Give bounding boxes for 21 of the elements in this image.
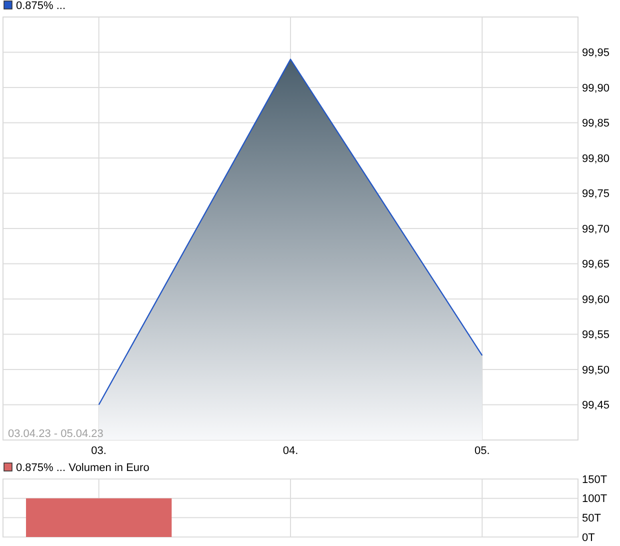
y-tick-label: 100T (582, 493, 608, 506)
y-tick-label: 99,50 (582, 364, 610, 376)
legend-label: 0.875% ... Volumen in Euro (16, 462, 150, 474)
y-tick-label: 99,75 (582, 188, 610, 200)
x-tick-label: 05. (474, 445, 490, 457)
y-tick-label: 99,55 (582, 329, 610, 342)
y-tick-label: 99,45 (582, 400, 610, 412)
y-tick-label: 99,85 (582, 118, 610, 130)
legend-label: 0.875% ... (16, 0, 66, 12)
y-tick-label: 99,70 (582, 223, 610, 236)
x-tick-label: 03. (91, 445, 106, 457)
y-tick-label: 99,65 (582, 258, 610, 271)
y-tick-label: 99,95 (582, 47, 610, 60)
y-tick-label: 0T (582, 532, 596, 544)
y-tick-label: 150T (582, 474, 608, 486)
annotation: 03.04.23 - 05.04.23 (8, 428, 104, 440)
y-tick-label: 50T (582, 512, 602, 525)
y-tick-label: 99,80 (582, 152, 610, 165)
y-tick-label: 99,60 (582, 294, 610, 306)
y-tick-label: 99,90 (582, 82, 610, 94)
x-tick-label: 04. (282, 445, 298, 457)
